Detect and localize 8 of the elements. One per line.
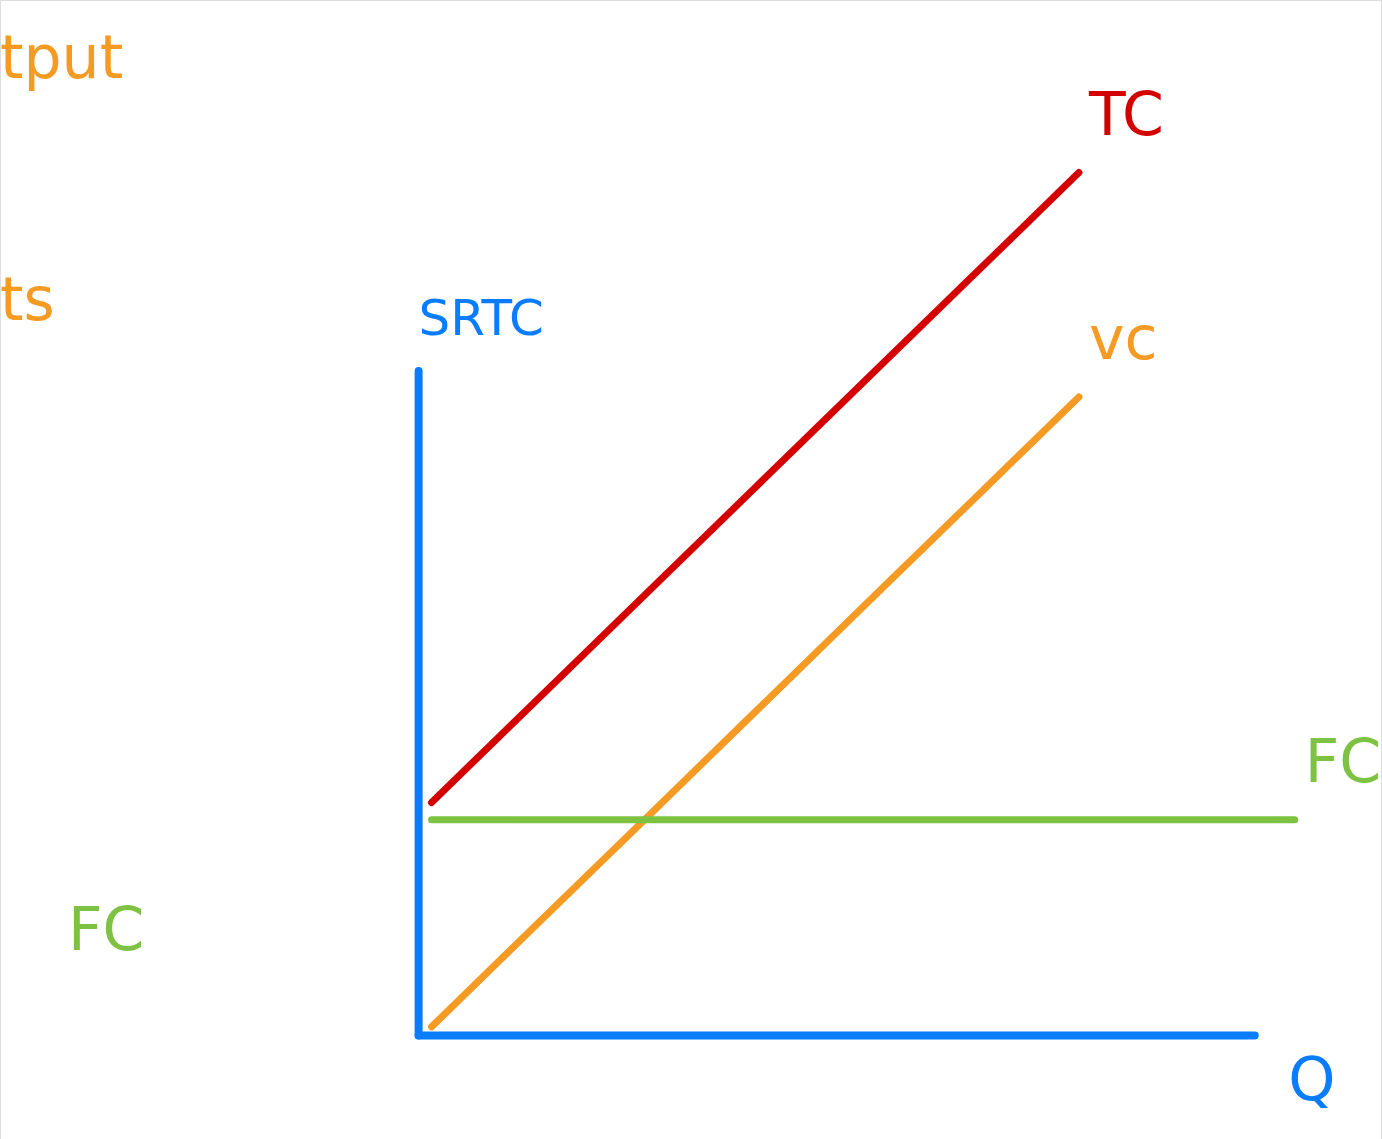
x-axis-title: Q	[1288, 1043, 1336, 1114]
series-label: TC	[1087, 78, 1164, 149]
text: ts	[0, 264, 55, 335]
series-label: FC	[1304, 725, 1382, 796]
y-axis-title: SRTC	[418, 289, 544, 348]
text: FC	[67, 893, 145, 964]
text: tput	[0, 22, 124, 93]
series-label: vc	[1088, 302, 1158, 373]
